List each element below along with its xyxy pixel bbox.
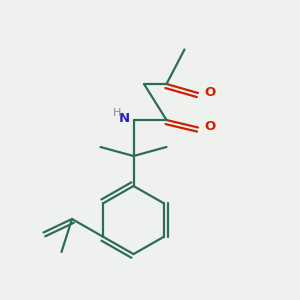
- Text: N: N: [119, 112, 130, 125]
- Text: O: O: [205, 85, 216, 99]
- Text: H: H: [113, 107, 121, 118]
- Text: O: O: [205, 120, 216, 133]
